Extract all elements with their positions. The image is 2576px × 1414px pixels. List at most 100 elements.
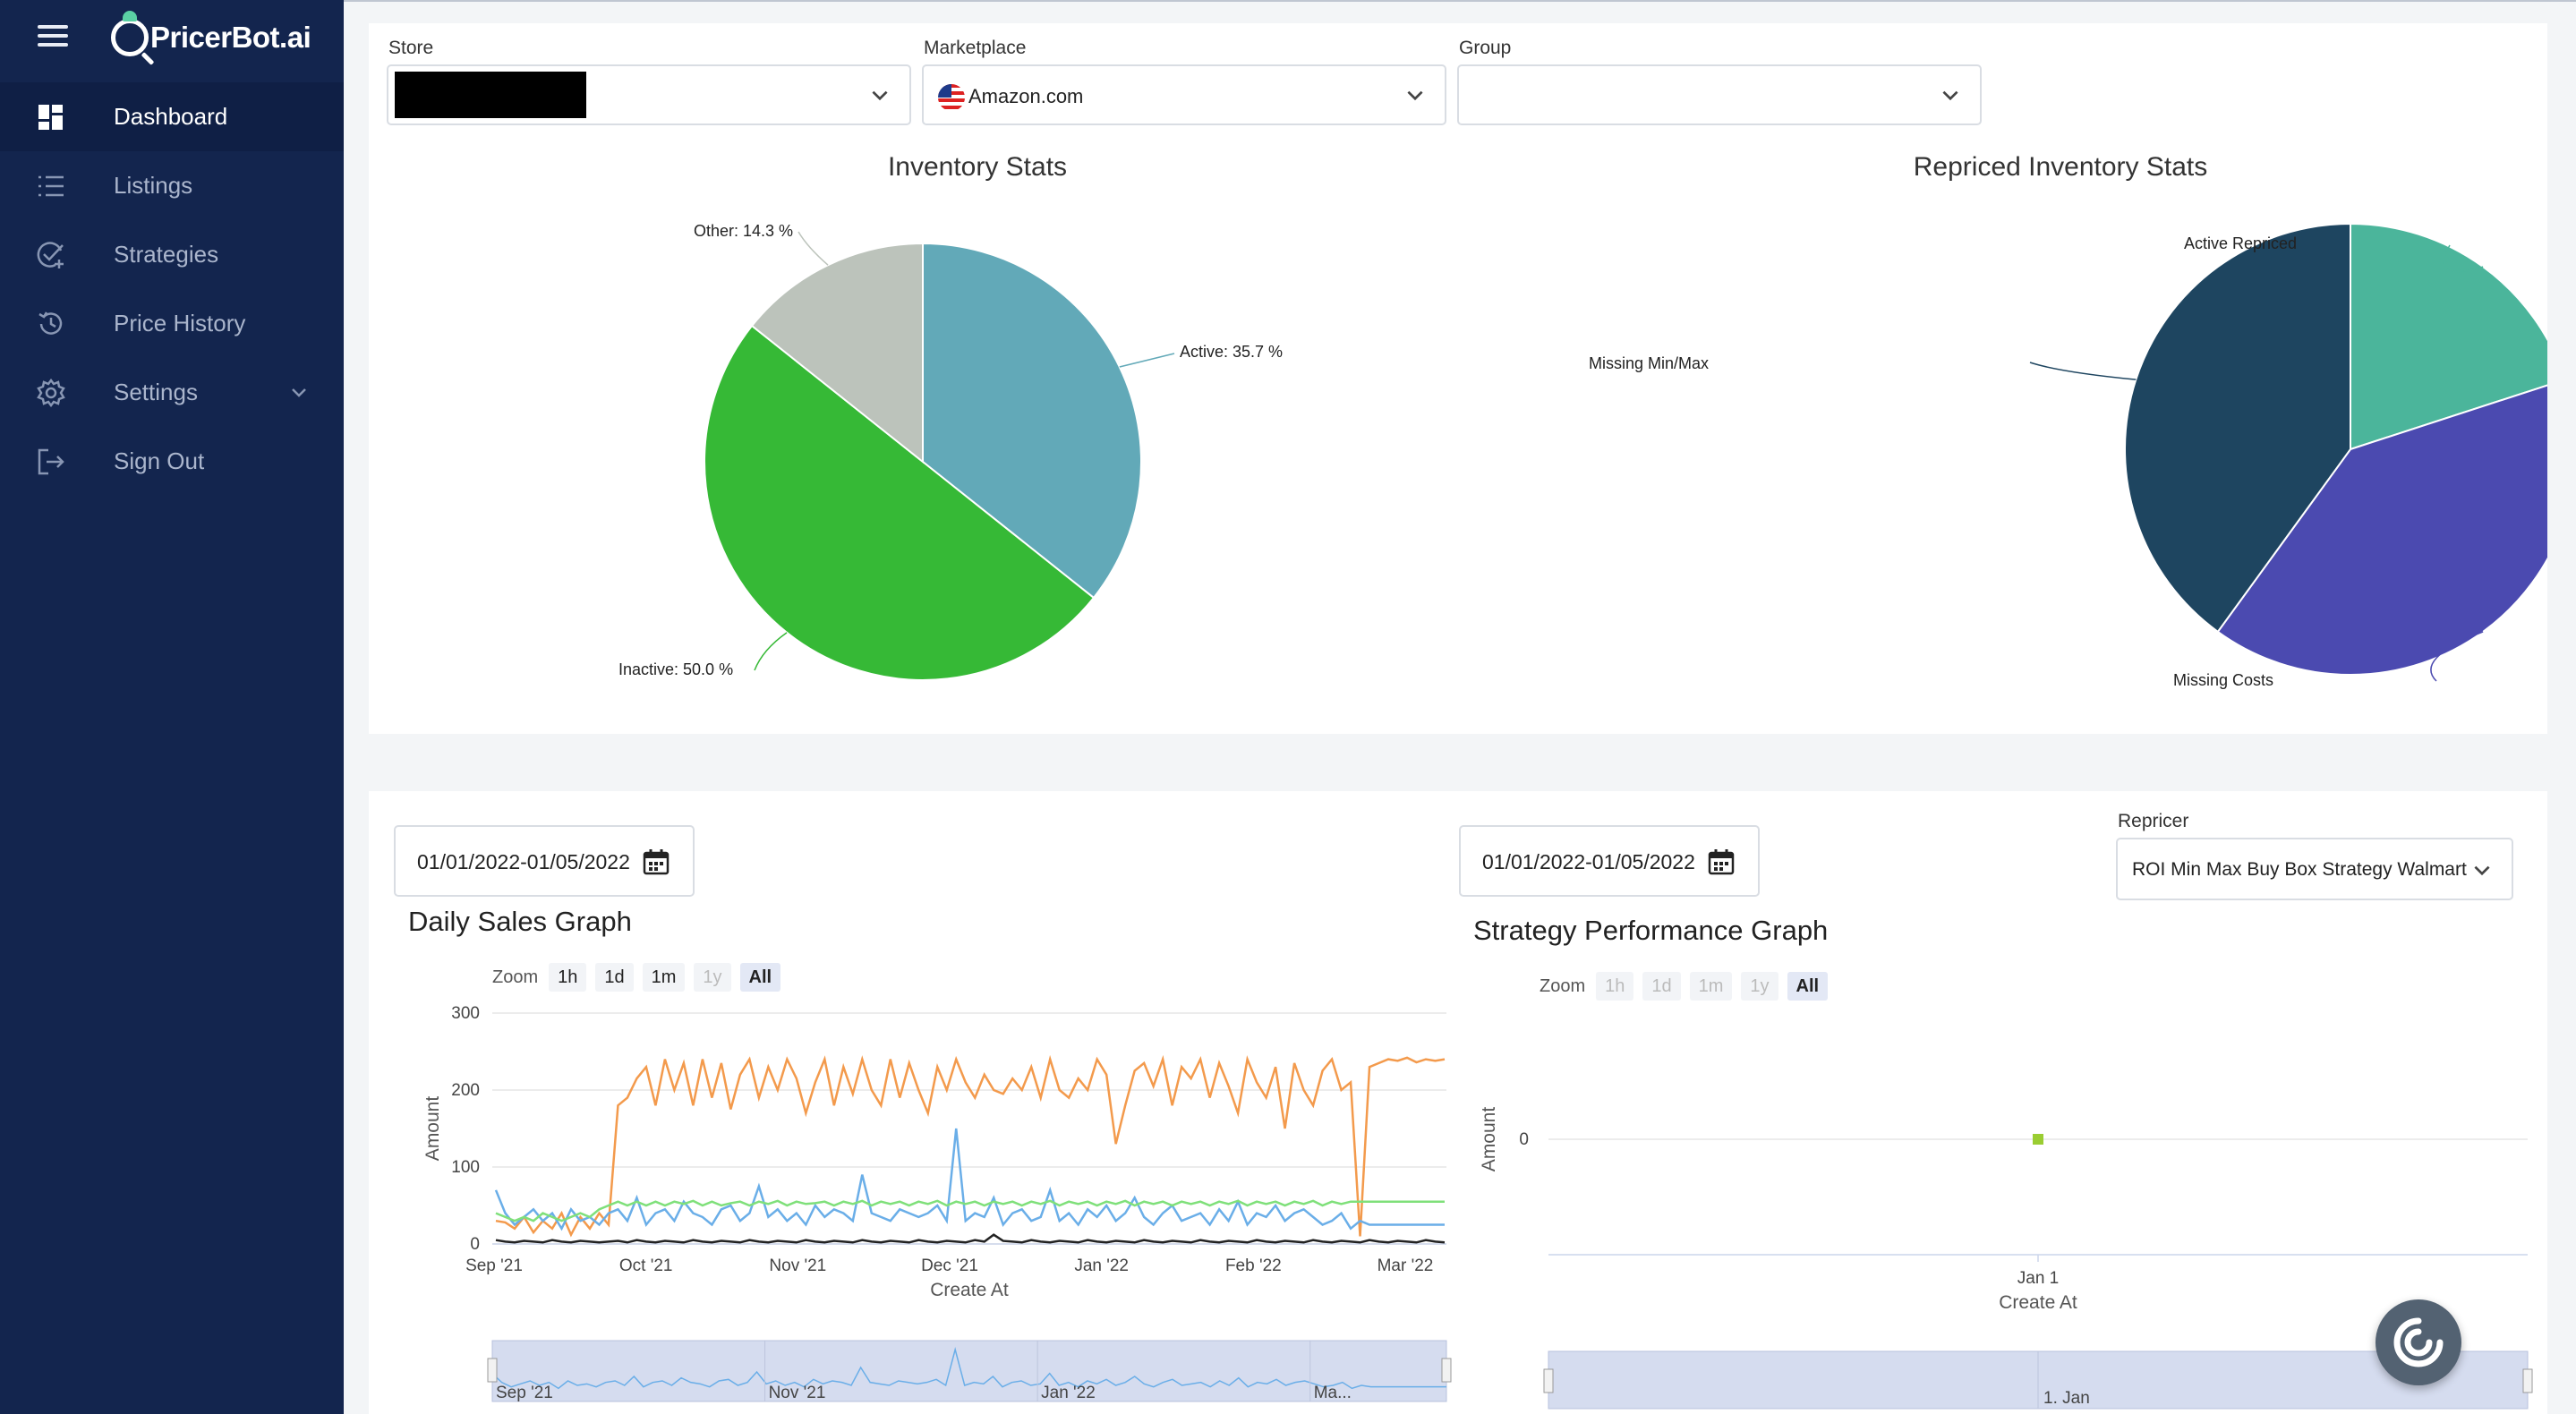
chat-widget-button[interactable]: [2376, 1299, 2461, 1385]
marketplace-value: Amazon.com: [968, 85, 1084, 107]
y-axis-title: Amount: [422, 1096, 443, 1162]
navigator-tick-label: Ma...: [1314, 1384, 1352, 1402]
pie-label-missing-min-max: Missing Min/Max: [1589, 354, 1710, 372]
pie-connector-line: [754, 632, 788, 671]
marketplace-select[interactable]: Amazon.com: [922, 64, 1446, 125]
daily-sales-date-picker[interactable]: 01/01/2022-01/05/2022: [394, 825, 695, 897]
list-icon: [36, 171, 66, 201]
x-axis-title: Create At: [1999, 1292, 2077, 1313]
marketplace-label: Marketplace: [924, 38, 1027, 58]
sidebar-item-label: Dashboard: [114, 103, 228, 130]
repricer-value: ROI Min Max Buy Box Strategy Walmart: [2132, 859, 2467, 880]
zoom-label: Zoom: [1540, 975, 1586, 996]
inventory-stats-title: Inventory Stats: [887, 152, 1068, 182]
date-range-value: 01/01/2022-01/05/2022: [1482, 850, 1695, 873]
navigator-tick-label: 1. Jan: [2043, 1389, 2090, 1408]
sidebar-item-dashboard[interactable]: Dashboard: [0, 82, 344, 151]
logo[interactable]: PricerBot.ai: [111, 11, 311, 63]
zoom-1m-button[interactable]: 1m: [1689, 972, 1733, 1001]
inventory-panel: Store Marketplace Amazon.com Group Inven…: [369, 23, 2547, 734]
pie-connector-line: [798, 231, 829, 266]
zoom-label: Zoom: [492, 967, 539, 987]
zoom-1d-button[interactable]: 1d: [595, 963, 634, 992]
sidebar-item-label: Sign Out: [114, 447, 205, 474]
sidebar-header: PricerBot.ai: [0, 0, 344, 72]
series-line-0[interactable]: [495, 1054, 1446, 1238]
us-flag-icon: [938, 84, 965, 111]
store-label: Store: [388, 38, 434, 58]
sidebar-item-label: Listings: [114, 172, 193, 199]
strategy-performance-title: Strategy Performance Graph: [1473, 915, 1829, 946]
pie-slice-active-repriced[interactable]: [2350, 222, 2547, 451]
strategy-date-picker[interactable]: 01/01/2022-01/05/2022: [1459, 825, 1760, 897]
pie-slice-missing-min-max[interactable]: [2124, 222, 2351, 634]
strategy-zoom-bar: Zoom 1h 1d 1m 1y All: [1540, 972, 1837, 1001]
zoom-1m-button[interactable]: 1m: [642, 963, 686, 992]
group-select[interactable]: [1457, 64, 1982, 125]
series-line-2[interactable]: [495, 1199, 1445, 1222]
pie-label-other: Other: 14.3 %: [694, 222, 794, 240]
navigator-handle[interactable]: [1543, 1368, 1554, 1393]
navigator-handle[interactable]: [1441, 1358, 1452, 1383]
sidebar: PricerBot.ai Dashboard Listings Strategi…: [0, 0, 344, 1414]
navigator-tick-label: Nov '21: [769, 1384, 826, 1402]
x-tick-label: Sep '21: [465, 1256, 523, 1275]
series-line-3[interactable]: [495, 1233, 1446, 1244]
chevron-down-icon: [292, 388, 306, 397]
x-tick-label: Mar '22: [1378, 1256, 1434, 1275]
y-axis-title: Amount: [1479, 1107, 1499, 1172]
y-tick-label: 200: [451, 1081, 480, 1100]
sidebar-item-listings[interactable]: Listings: [0, 151, 344, 220]
store-select[interactable]: [387, 64, 911, 125]
series-line-1[interactable]: [494, 1128, 1445, 1231]
sidebar-item-price-history[interactable]: Price History: [0, 289, 344, 358]
navigator-handle[interactable]: [2522, 1368, 2533, 1393]
logo-icon: [111, 11, 149, 56]
zoom-all-button[interactable]: All: [739, 963, 781, 992]
y-tick-label: 0: [470, 1235, 480, 1254]
daily-sales-chart: 0 100 200 300 Amount Sep '21 Oct '21 Nov '21 Dec…: [422, 1004, 1452, 1402]
x-axis-title: Create At: [930, 1280, 1009, 1300]
navigator-range[interactable]: [491, 1340, 1447, 1402]
sidebar-item-settings[interactable]: Settings: [0, 358, 344, 427]
y-tick-label: 300: [451, 1004, 480, 1023]
zoom-1h-button[interactable]: 1h: [549, 963, 587, 992]
x-tick-label: Oct '21: [619, 1256, 673, 1275]
pie-label-active-repriced: Active Repriced: [2184, 234, 2298, 252]
sidebar-item-strategies[interactable]: Strategies: [0, 220, 344, 289]
calendar-icon: [643, 849, 670, 875]
zoom-1h-button[interactable]: 1h: [1596, 972, 1634, 1001]
pie-connector-line: [2443, 244, 2484, 273]
hamburger-menu-icon[interactable]: [38, 25, 68, 47]
pie-slice-active[interactable]: [922, 242, 1142, 600]
pie-slice-inactive[interactable]: [704, 324, 1096, 681]
x-tick-label: Jan 1: [2017, 1269, 2059, 1288]
repriced-pie-chart: [2029, 222, 2547, 682]
pie-slice-other[interactable]: [750, 242, 924, 464]
chat-widget-icon: [2393, 1317, 2444, 1367]
navigator-handle[interactable]: [487, 1358, 498, 1383]
strategies-icon: [36, 240, 66, 270]
repricer-select[interactable]: ROI Min Max Buy Box Strategy Walmart: [2116, 838, 2513, 900]
pie-connector-line: [2029, 362, 2137, 380]
graphs-panel: 01/01/2022-01/05/2022 Daily Sales Graph …: [369, 791, 2547, 1414]
chevron-down-icon: [2474, 865, 2490, 876]
x-tick-label: Dec '21: [921, 1256, 978, 1275]
y-tick-label: 0: [1519, 1130, 1529, 1149]
history-icon: [36, 309, 66, 339]
data-point[interactable]: [2033, 1134, 2043, 1145]
pie-slice-missing-costs[interactable]: [2216, 379, 2547, 677]
dashboard-icon: [36, 102, 66, 132]
zoom-1d-button[interactable]: 1d: [1642, 972, 1681, 1001]
zoom-1y-button[interactable]: 1y: [1741, 972, 1778, 1001]
repricer-label: Repricer: [2118, 811, 2189, 831]
chevron-down-icon: [1942, 90, 1958, 101]
sidebar-item-sign-out[interactable]: Sign Out: [0, 427, 344, 496]
store-value-redacted: [395, 72, 586, 118]
x-tick-label: Feb '22: [1225, 1256, 1282, 1275]
daily-sales-zoom-bar: Zoom 1h 1d 1m 1y All: [492, 963, 789, 992]
chevron-down-icon: [872, 90, 888, 101]
zoom-1y-button[interactable]: 1y: [694, 963, 731, 992]
navigator-tick-label: Jan '22: [1041, 1384, 1096, 1402]
zoom-all-button[interactable]: All: [1787, 972, 1829, 1001]
